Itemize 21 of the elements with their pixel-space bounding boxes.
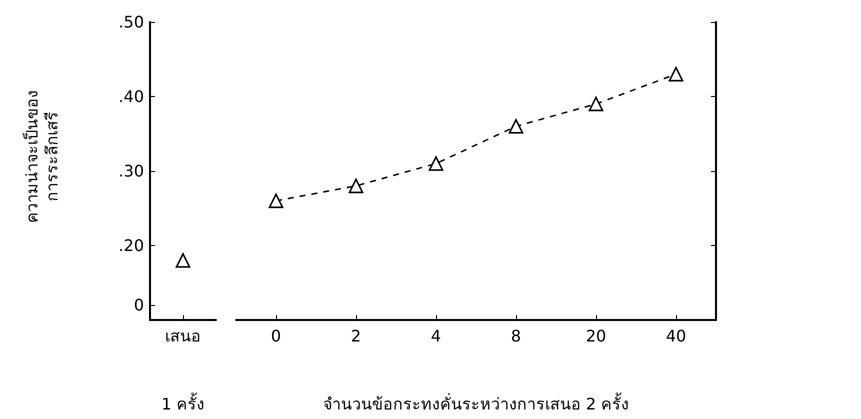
y-tick-label: 0 — [134, 296, 144, 315]
point — [348, 178, 364, 194]
x-tick-label: 2 — [350, 326, 362, 346]
point — [668, 66, 684, 82]
x-tick-label: 40 — [666, 326, 686, 346]
y-tick-label: .20 — [118, 236, 144, 255]
point — [588, 96, 604, 112]
x-tick-label: 8 — [510, 326, 522, 346]
x-tick-label: เสนอ — [165, 326, 201, 346]
x-tick-label: 4 — [430, 326, 442, 346]
x-tick-label: 0 — [270, 326, 282, 346]
point — [508, 119, 524, 134]
y-tick-label: .40 — [118, 87, 144, 106]
y-tick-label: .30 — [118, 162, 144, 180]
point — [428, 156, 444, 171]
x-axis-title: 1 ครั้ง — [161, 392, 205, 414]
x-tick-label: 20 — [586, 326, 606, 346]
y-axis-title: ความน่าจะเป็นของ การระลึกเสรี — [22, 90, 62, 223]
y-tick-label: .50 — [118, 12, 144, 32]
x-axis-title: จำนวนข้อกระทงคั่นระหว่างการเสนอ 2 ครั้ง — [322, 392, 630, 414]
point — [268, 194, 284, 208]
